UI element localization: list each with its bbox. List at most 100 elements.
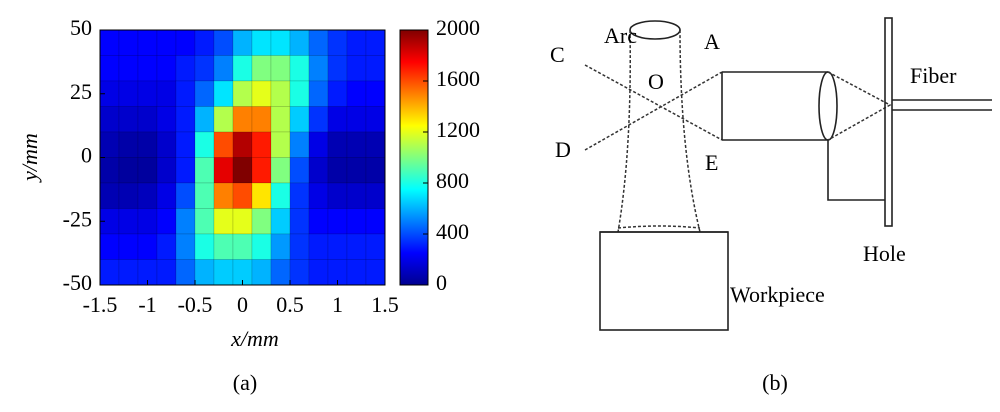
cell bbox=[289, 29, 310, 56]
cell bbox=[213, 29, 234, 56]
cell bbox=[327, 131, 348, 158]
cell bbox=[213, 80, 234, 107]
cell bbox=[251, 233, 272, 260]
cell bbox=[327, 157, 348, 184]
cell bbox=[289, 157, 310, 184]
cell bbox=[156, 131, 177, 158]
cell bbox=[289, 106, 310, 133]
x-axis-label: x/mm bbox=[230, 326, 279, 351]
cell bbox=[346, 106, 367, 133]
cell bbox=[327, 208, 348, 235]
cell bbox=[289, 131, 310, 158]
cell bbox=[270, 29, 291, 56]
label: O bbox=[648, 69, 664, 94]
cell bbox=[99, 55, 120, 82]
x-tick-label: 1 bbox=[332, 292, 343, 317]
cell bbox=[232, 182, 253, 209]
cell bbox=[175, 208, 196, 235]
cell bbox=[118, 233, 139, 260]
cell bbox=[308, 80, 329, 107]
cell bbox=[232, 80, 253, 107]
cell bbox=[175, 55, 196, 82]
label: Fiber bbox=[910, 63, 957, 88]
x-tick-label: 1.5 bbox=[371, 292, 399, 317]
cell bbox=[251, 157, 272, 184]
colorbar-tick-label: 400 bbox=[436, 219, 469, 244]
cell bbox=[175, 157, 196, 184]
cell bbox=[346, 131, 367, 158]
cell bbox=[137, 131, 158, 158]
cell bbox=[346, 157, 367, 184]
cell bbox=[213, 233, 234, 260]
cell bbox=[99, 259, 120, 286]
cell bbox=[194, 80, 215, 107]
cell bbox=[137, 106, 158, 133]
cell bbox=[308, 157, 329, 184]
cell bbox=[99, 106, 120, 133]
cell bbox=[194, 106, 215, 133]
cell bbox=[251, 55, 272, 82]
cell bbox=[175, 182, 196, 209]
cell bbox=[194, 131, 215, 158]
label: C bbox=[550, 42, 565, 67]
label: Hole bbox=[863, 241, 906, 266]
cell bbox=[213, 106, 234, 133]
cell bbox=[175, 233, 196, 260]
cell bbox=[137, 29, 158, 56]
cell bbox=[289, 80, 310, 107]
cell bbox=[251, 80, 272, 107]
cell bbox=[118, 80, 139, 107]
y-tick-label: 0 bbox=[81, 143, 92, 168]
cell bbox=[308, 131, 329, 158]
cell bbox=[289, 182, 310, 209]
cell bbox=[213, 157, 234, 184]
cell bbox=[213, 208, 234, 235]
cell bbox=[365, 157, 386, 184]
cell bbox=[194, 208, 215, 235]
cell bbox=[118, 106, 139, 133]
x-tick-label: 0.5 bbox=[276, 292, 304, 317]
colorbar-tick-label: 800 bbox=[436, 168, 469, 193]
cell bbox=[118, 259, 139, 286]
cell bbox=[232, 106, 253, 133]
arc-body bbox=[617, 29, 701, 233]
caption: (a) bbox=[233, 370, 257, 395]
cell bbox=[308, 106, 329, 133]
cell bbox=[346, 259, 367, 286]
label: A bbox=[704, 29, 720, 54]
cell bbox=[365, 233, 386, 260]
y-tick-label: -25 bbox=[63, 206, 92, 231]
cell bbox=[251, 259, 272, 286]
colorbar-tick-label: 1600 bbox=[436, 66, 480, 91]
cell bbox=[346, 80, 367, 107]
cell bbox=[137, 182, 158, 209]
cell bbox=[137, 208, 158, 235]
cell bbox=[270, 106, 291, 133]
cell bbox=[118, 208, 139, 235]
cell bbox=[365, 55, 386, 82]
cell bbox=[327, 106, 348, 133]
cell bbox=[213, 55, 234, 82]
cell bbox=[346, 55, 367, 82]
cell bbox=[270, 182, 291, 209]
y-tick-label: 25 bbox=[70, 79, 92, 104]
cell bbox=[251, 106, 272, 133]
cell bbox=[232, 29, 253, 56]
x-tick-label: 0 bbox=[237, 292, 248, 317]
label: Workpiece bbox=[730, 282, 825, 307]
cell bbox=[346, 182, 367, 209]
cell bbox=[99, 182, 120, 209]
cell bbox=[137, 80, 158, 107]
cell bbox=[365, 259, 386, 286]
focus-rays bbox=[827, 71, 892, 141]
cell bbox=[270, 80, 291, 107]
cell bbox=[365, 182, 386, 209]
cell bbox=[194, 157, 215, 184]
cell bbox=[308, 233, 329, 260]
cell bbox=[327, 55, 348, 82]
label: D bbox=[555, 137, 571, 162]
arc-top bbox=[629, 20, 681, 40]
cell bbox=[289, 55, 310, 82]
cell bbox=[251, 208, 272, 235]
cell bbox=[270, 233, 291, 260]
